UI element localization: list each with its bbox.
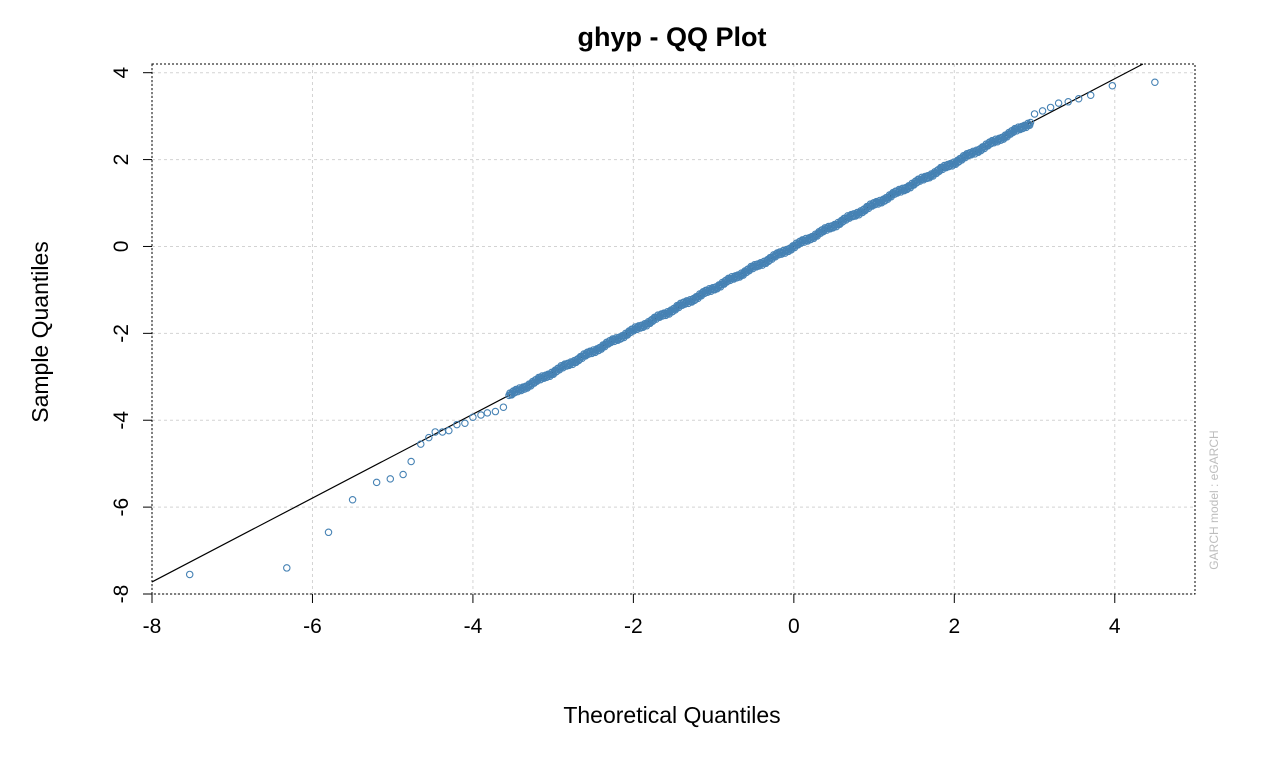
data-point (425, 433, 433, 442)
chart-title: ghyp - QQ Plot (578, 22, 767, 52)
data-point (1026, 118, 1035, 127)
data-point (386, 475, 395, 483)
data-point (324, 528, 333, 537)
data-point (1151, 78, 1159, 87)
grid-lines (151, 64, 1195, 595)
data-point (1086, 91, 1095, 100)
y-tick-label: 4 (110, 67, 133, 79)
x-tick-label: 2 (948, 615, 960, 638)
y-tick-label: 2 (110, 154, 133, 166)
data-point (1064, 98, 1072, 106)
x-tick-label: -8 (143, 615, 162, 638)
data-point (1046, 103, 1055, 112)
data-point (185, 570, 194, 579)
data-point (407, 457, 415, 466)
x-axis-label: Theoretical Quantiles (563, 702, 780, 728)
data-point (445, 426, 453, 435)
x-tick-label: -6 (303, 615, 322, 638)
data-point (417, 440, 425, 448)
data-point (491, 407, 500, 416)
data-point (469, 413, 477, 421)
data-point (461, 419, 469, 428)
y-tick-label: -2 (110, 324, 133, 343)
data-point (853, 208, 862, 217)
y-tick-label: -6 (110, 498, 133, 517)
x-tick-label: 4 (1109, 615, 1121, 638)
data-point (1054, 99, 1063, 107)
data-point (499, 403, 508, 411)
y-tick-label: -4 (110, 411, 133, 430)
data-point (1030, 110, 1039, 118)
x-tick-label: -2 (624, 615, 643, 638)
data-point (876, 196, 884, 205)
y-tick-label: -8 (110, 585, 133, 604)
y-tick-label: 0 (110, 241, 133, 253)
x-axis-ticks: -8 -6 -4 -2 0 2 4 (143, 594, 1121, 638)
data-point (1108, 81, 1117, 90)
data-point (399, 470, 407, 479)
y-axis-ticks: -8 -6 -4 -2 0 2 4 (110, 67, 152, 604)
model-side-note: GARCH model : eGARCH (1207, 430, 1221, 569)
data-point (483, 409, 492, 417)
data-point (477, 411, 485, 419)
data-point (283, 564, 291, 572)
data-points (185, 78, 1159, 579)
plot-frame (151, 63, 1196, 595)
y-axis-label: Sample Quantiles (27, 241, 53, 423)
data-point (348, 495, 357, 504)
data-point (431, 428, 439, 436)
data-point (453, 420, 461, 429)
data-point (1038, 107, 1047, 115)
x-tick-label: -4 (464, 615, 483, 638)
data-point (1074, 95, 1083, 103)
data-point (372, 478, 381, 487)
x-tick-label: 0 (788, 615, 800, 638)
data-point (567, 358, 575, 366)
data-point (663, 307, 672, 316)
